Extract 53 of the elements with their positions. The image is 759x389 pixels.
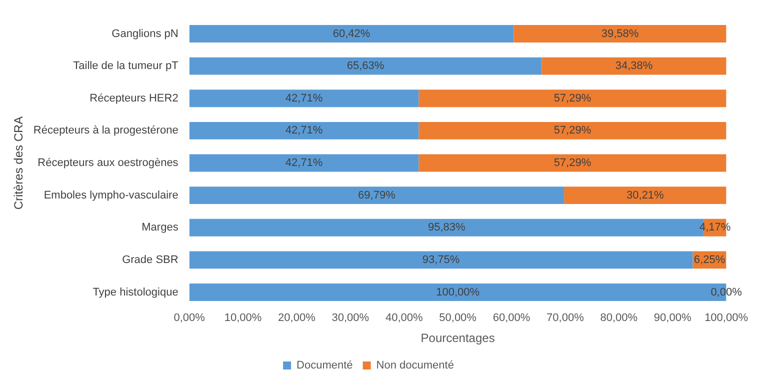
bar xyxy=(189,251,693,269)
x-tick-label: 10,00% xyxy=(224,312,262,324)
y-tick-label: Emboles lympho-vasculaire xyxy=(44,189,178,202)
data-label: 93,75% xyxy=(422,254,460,266)
legend-label: Documenté xyxy=(296,360,353,372)
data-label: 57,29% xyxy=(554,157,592,170)
data-label: 6,25% xyxy=(694,254,726,266)
x-tick-label: 50,00% xyxy=(439,312,477,324)
x-tick-label: 80,00% xyxy=(600,312,638,324)
x-tick-label: 70,00% xyxy=(546,312,584,324)
bar xyxy=(189,57,542,75)
x-tick-label: 100,00% xyxy=(704,312,748,324)
data-label: 57,29% xyxy=(554,92,592,104)
data-label: 95,83% xyxy=(428,222,466,234)
y-tick-label: Marges xyxy=(142,222,179,234)
data-label: 34,38% xyxy=(615,60,653,72)
bar xyxy=(514,25,726,42)
y-tick-label: Récepteurs à la progestérone xyxy=(33,124,178,137)
x-tick-label: 20,00% xyxy=(278,312,316,324)
y-tick-label: Grade SBR xyxy=(122,254,178,266)
x-axis-title: Pourcentages xyxy=(420,331,495,346)
y-tick-label: Type histologique xyxy=(92,286,178,298)
bar xyxy=(189,122,419,140)
data-label: 57,29% xyxy=(554,124,592,137)
bar xyxy=(418,90,726,108)
bar xyxy=(189,25,514,42)
bar xyxy=(189,186,564,204)
y-tick-label: Ganglions pN xyxy=(112,28,178,40)
bar xyxy=(418,154,726,172)
y-axis-title: Critères des CRA xyxy=(12,116,26,210)
x-tick-label: 40,00% xyxy=(385,312,423,324)
data-label: 39,58% xyxy=(601,28,639,40)
x-tick-label: 0,00% xyxy=(174,312,206,324)
x-tick-label: 60,00% xyxy=(492,312,530,324)
x-tick-label: 90,00% xyxy=(654,312,692,324)
data-label: 42,71% xyxy=(285,124,323,137)
legend-label: Non documenté xyxy=(376,360,454,372)
y-tick-label: Récepteurs aux oestrogènes xyxy=(38,157,179,170)
data-label: 65,63% xyxy=(346,60,384,72)
bar xyxy=(189,90,419,108)
data-label: 60,42% xyxy=(332,28,370,40)
x-tick-label: 30,00% xyxy=(332,312,370,324)
bar xyxy=(542,57,726,75)
bar xyxy=(564,186,726,204)
y-tick-label: Récepteurs HER2 xyxy=(90,92,178,104)
data-label: 69,79% xyxy=(358,189,396,202)
data-label: 42,71% xyxy=(285,92,323,104)
y-tick-label: Taille de la tumeur pT xyxy=(73,60,179,72)
data-label: 30,21% xyxy=(626,189,664,202)
data-label: 100,00% xyxy=(436,286,480,298)
bar xyxy=(418,122,726,140)
bar xyxy=(189,154,419,172)
data-label: 42,71% xyxy=(285,157,323,170)
